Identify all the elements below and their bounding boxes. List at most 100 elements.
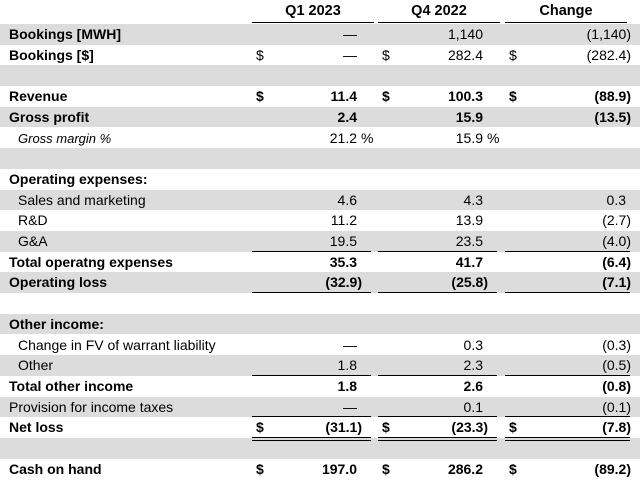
value-q1-2023: 21.2 [329,129,357,146]
table-row: Change in FV of warrant liability — 0.3 (0.… [0,335,640,356]
value-change: (1,140) [586,26,631,42]
row-label: Change in FV of warrant liability [18,336,216,353]
table-row: R&D 11.2 13.9 (2.7) [0,210,640,231]
value-q1-2023: 4.6 [337,191,357,208]
table-row: Revenue $11.4 $100.3 $ (88.9) [0,86,640,107]
row-label: Total operatng expenses [9,253,173,270]
subtotal-rule [378,374,497,376]
value-q1-2023: — [343,26,357,42]
value-change: (282.4) [586,46,631,63]
table-row [0,148,640,169]
net-loss-double-rule [378,437,497,438]
value-change: (0.3) [602,336,631,353]
row-label: Cash on hand [9,460,102,477]
total-rule [505,292,630,294]
value-q4-2022: 13.9 [455,212,483,229]
value-q4-2022: 2.3 [463,357,483,374]
value-q4-2022: 41.7 [455,253,483,270]
value-change: (13.5) [594,108,631,125]
row-label: Other income: [9,315,104,332]
subtotal-rule [252,250,371,252]
value-q1-2023: — [343,336,357,353]
value-q1-2023: 1.8 [337,377,357,394]
value-q4-2022: 15.9 [455,129,483,146]
value-q4-2022: (25.8) [451,274,488,291]
value-change: (89.2) [594,460,631,477]
net-loss-double-rule [505,440,630,441]
table-row: Net loss $ (31.1) $ (23.3) $ (7.8) [0,417,640,438]
row-label: R&D [18,212,48,229]
value-q4-2022: 0.1 [463,398,483,415]
value-q1-2023: (31.1) [325,419,362,436]
table-row [0,293,640,314]
row-label: G&A [18,233,48,249]
table-row: Total other income 1.8 2.6 (0.8) [0,376,640,397]
value-q4-2022: (23.3) [451,419,488,436]
row-label: Provision for income taxes [9,398,174,415]
table-row: Bookings [MWH] — 1,140 (1,140) [0,24,640,45]
currency-symbol: $ [382,46,390,63]
row-label: Bookings [MWH] [9,26,121,42]
value-q4-2022: 1,140 [447,26,483,42]
header-underline-q4 [378,22,500,23]
subtotal-rule [252,416,371,418]
value-q4-2022: 15.9 [455,108,483,125]
value-change: (6.4) [602,253,631,270]
table-row: Cash on hand $197.0 $286.2 $ (89.2) [0,459,640,480]
value-q1-2023: — [343,46,357,63]
value-q1-2023: 1.8 [337,357,357,374]
value-change: (4.0) [602,233,631,249]
value-q1-2023: — [343,398,357,415]
net-loss-double-rule [252,440,371,441]
table-row: Gross profit 2.4 15.9 (13.5) [0,106,640,128]
row-label: Bookings [$] [9,46,94,63]
value-change: (7.1) [602,274,631,291]
table-row [0,65,640,87]
percent-sign: % [361,129,374,146]
row-label: Operating expenses: [9,170,148,187]
currency-symbol: $ [509,46,517,63]
net-loss-double-rule [505,437,630,438]
value-change: (0.5) [602,357,631,374]
value-q4-2022: 0.3 [463,336,483,353]
table-row [0,438,640,459]
table-row: Other 1.8 2.3 (0.5) [0,355,640,376]
table-row: Total operatng expenses 35.3 41.7 (6.4) [0,252,640,273]
table-row: Operating loss (32.9) (25.8) (7.1) [0,272,640,294]
currency-symbol: $ [509,419,517,436]
net-loss-double-rule [378,440,497,441]
value-change: (0.1) [602,398,631,415]
row-label: Sales and marketing [18,191,146,208]
row-label: Operating loss [9,274,108,291]
header-underline-q1 [252,22,374,23]
column-header-q4-2022: Q4 2022 [411,3,467,19]
value-change: (7.8) [602,419,631,436]
subtotal-rule [378,416,497,418]
subtotal-rule [505,416,630,418]
value-q1-2023: 2.4 [337,108,357,125]
table-row: Gross margin % 21.2% 15.9% [0,128,640,149]
percent-sign: % [487,129,500,146]
subtotal-rule [378,250,497,252]
currency-symbol: $ [509,460,517,477]
value-change: (88.9) [594,88,631,105]
value-q4-2022: 4.3 [463,191,483,208]
value-q1-2023: 19.5 [329,233,357,249]
value-q1-2023: (32.9) [325,274,362,291]
value-q4-2022: 286.2 [447,460,483,477]
column-header-q1-2023: Q1 2023 [285,3,341,19]
total-rule [252,292,371,294]
currency-symbol: $ [382,419,390,436]
currency-symbol: $ [382,88,390,105]
subtotal-rule [505,250,630,252]
value-change: (2.7) [602,212,631,229]
table-row: Provision for income taxes — 0.1 (0.1) [0,396,640,418]
table-row: Other income: [0,313,640,335]
value-q1-2023: 11.4 [330,88,357,105]
table-row: G&A 19.5 23.5 (4.0) [0,231,640,252]
currency-symbol: $ [256,46,264,63]
value-change: 0.3 [606,191,626,208]
currency-symbol: $ [382,460,390,477]
value-change: (0.8) [602,377,631,394]
